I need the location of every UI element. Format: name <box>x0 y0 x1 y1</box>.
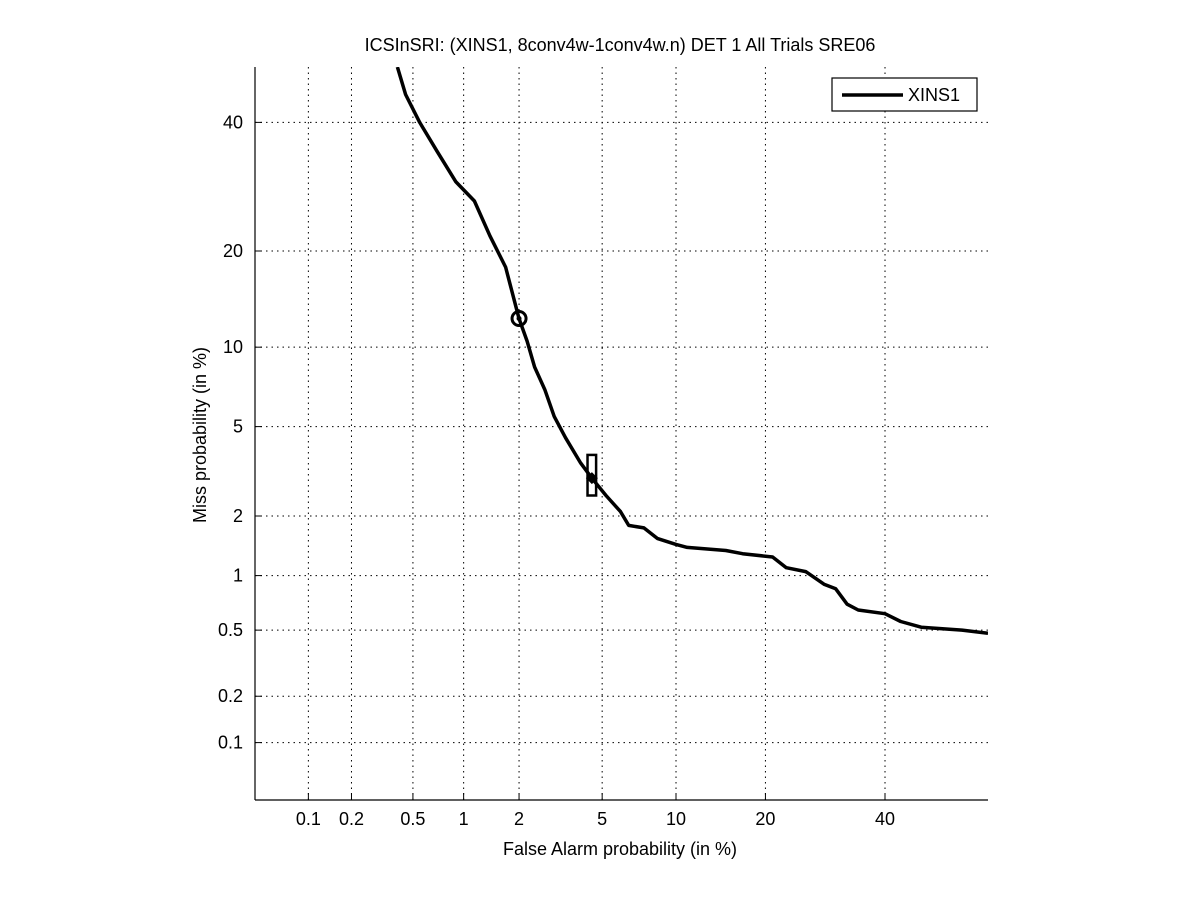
confidence-box <box>586 453 598 497</box>
x-tick-labels: 0.1 0.2 0.5 1 2 5 10 20 40 <box>296 809 895 829</box>
series-layer <box>395 67 988 635</box>
markers-layer <box>510 309 598 497</box>
min-dcf-point-dot <box>516 315 522 321</box>
x-tick-label: 0.5 <box>400 809 425 829</box>
x-tick-label: 2 <box>514 809 524 829</box>
y-tick-label: 0.1 <box>218 733 243 753</box>
x-tick-label: 1 <box>459 809 469 829</box>
y-tick-label: 40 <box>223 112 243 132</box>
y-tick-label: 2 <box>233 506 243 526</box>
x-tick-label: 10 <box>666 809 686 829</box>
x-tick-label: 5 <box>597 809 607 829</box>
grid <box>255 67 988 800</box>
y-tick-label: 20 <box>223 241 243 261</box>
min-dcf-point <box>510 309 528 327</box>
y-tick-labels: 0.1 0.2 0.5 1 2 5 10 20 40 <box>218 112 243 752</box>
y-tick-label: 10 <box>223 337 243 357</box>
x-tick-label: 20 <box>755 809 775 829</box>
y-axis-label: Miss probability (in %) <box>190 347 210 523</box>
y-tick-label: 5 <box>233 417 243 437</box>
y-tick-label: 0.2 <box>218 686 243 706</box>
x-tick-label: 40 <box>875 809 895 829</box>
legend-label-xins1: XINS1 <box>908 85 960 105</box>
x-tick-label: 0.2 <box>339 809 364 829</box>
y-tick-label: 1 <box>233 566 243 586</box>
legend: XINS1 <box>831 77 978 112</box>
y-tick-label: 0.5 <box>218 620 243 640</box>
axes <box>254 67 988 801</box>
chart-title: ICSInSRI: (XINS1, 8conv4w-1conv4w.n) DET… <box>365 35 876 55</box>
series-line-xins1 <box>395 67 988 635</box>
x-tick-label: 0.1 <box>296 809 321 829</box>
x-axis-label: False Alarm probability (in %) <box>503 839 737 859</box>
